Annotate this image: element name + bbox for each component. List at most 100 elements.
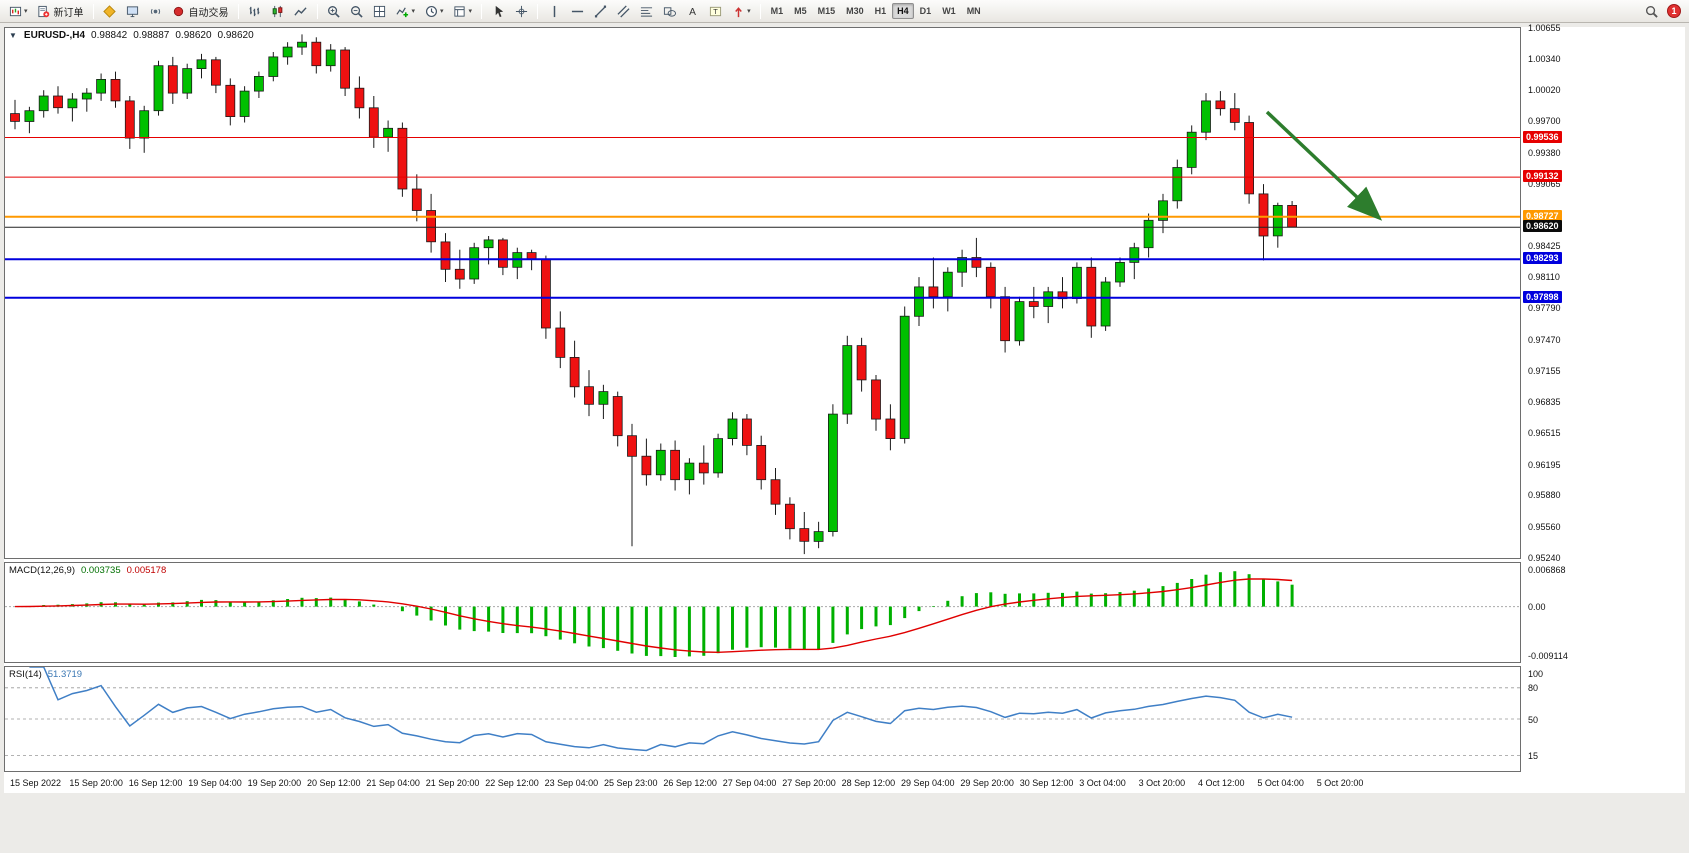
favorites-button[interactable]	[99, 2, 121, 21]
time-axis-label: 16 Sep 12:00	[128, 778, 183, 788]
channel-button[interactable]	[612, 2, 634, 21]
time-axis-label: 15 Sep 2022	[10, 778, 62, 788]
notification-badge: 1	[1667, 4, 1681, 18]
notifications-button[interactable]: 1	[1663, 2, 1685, 21]
cursor-button[interactable]	[487, 2, 509, 21]
search-button[interactable]	[1640, 2, 1662, 21]
price-axis-label: 0.99700	[1528, 116, 1561, 127]
price-axis-label: 1.00340	[1528, 53, 1561, 64]
vertical-line-button[interactable]	[543, 2, 565, 21]
macd-canvas	[5, 571, 1520, 657]
text-label-button[interactable]: T	[704, 2, 726, 21]
timeframe-w1[interactable]: W1	[942, 6, 956, 16]
shapes-button[interactable]	[658, 2, 680, 21]
chevron-down-icon: ▾	[468, 8, 473, 15]
price-chart-panel[interactable]: ▼ EURUSD-,H4 0.98842 0.98887 0.98620 0.9…	[4, 27, 1521, 559]
time-axis-label: 3 Oct 04:00	[1079, 778, 1126, 788]
macd-axis-label: -0.009114	[1528, 651, 1568, 661]
ohlc-close: 0.98620	[217, 30, 254, 41]
fibonacci-button[interactable]	[635, 2, 657, 21]
timeframe-d1[interactable]: D1	[919, 6, 932, 16]
chart-list-button[interactable]	[122, 2, 144, 21]
autotrade-status-label: 自动交易	[188, 7, 229, 19]
toolbar-separator	[237, 3, 239, 19]
time-axis-label: 20 Sep 12:00	[307, 778, 361, 788]
toolbar-separator	[92, 3, 94, 19]
tile-windows-icon	[373, 4, 387, 18]
channel-icon	[616, 4, 630, 18]
time-scale[interactable]: 15 Sep 2022 15 Sep 20:00 16 Sep 12:00 19 Se…	[4, 775, 1521, 792]
one-click-trading-toggle[interactable]: ▼	[9, 31, 17, 40]
periods-button[interactable]: ▾	[420, 2, 448, 21]
timeframe-m1[interactable]: M1	[770, 6, 784, 16]
macd-indicator-panel[interactable]: MACD(12,26,9) 0.003735 0.005178	[4, 562, 1521, 663]
macd-title: MACD(12,26,9)	[9, 565, 75, 576]
crosshair-button[interactable]	[510, 2, 532, 21]
ohlc-low: 0.98620	[175, 30, 212, 41]
timeframe-h1[interactable]: H1	[874, 6, 887, 16]
search-icon	[1644, 4, 1658, 18]
main-toolbar: ▾ 新订单 自动交易 ▾ ▾ ▾ A T ▾ M1 M5 M15 M30 H1 H4 D1 W1 MN 1	[0, 0, 1689, 23]
cursor-icon	[491, 4, 505, 18]
chevron-down-icon: ▾	[411, 8, 416, 15]
time-axis-label: 23 Sep 04:00	[544, 778, 599, 788]
text-icon: A	[685, 4, 699, 18]
indicators-button[interactable]: ▾	[392, 2, 420, 21]
candles-layer	[10, 34, 1297, 555]
line-chart-button[interactable]	[290, 2, 312, 21]
price-scale[interactable]: 1.00655 1.00340 1.00020 0.99700 0.99380 0.990…	[1522, 23, 1685, 793]
macd-histogram	[27, 571, 1294, 657]
chevron-down-icon: ▾	[440, 8, 444, 15]
tile-windows-button[interactable]	[369, 2, 391, 21]
chevron-down-icon: ▾	[747, 8, 751, 15]
toolbar-separator	[759, 3, 761, 19]
timeframe-m5[interactable]: M5	[794, 6, 807, 16]
rsi-legend: RSI(14) 51.3719	[9, 669, 82, 680]
zoom-out-button[interactable]	[346, 2, 368, 21]
current-price-tag: 0.98620	[1523, 220, 1562, 233]
macd-signal-value: 0.005178	[126, 565, 167, 576]
trendline-button[interactable]	[589, 2, 611, 21]
price-level-tag: 0.99536	[1523, 130, 1562, 143]
macd-axis-label: 0.006868	[1528, 565, 1566, 575]
zoom-out-icon	[350, 4, 364, 18]
fibonacci-icon	[639, 4, 653, 18]
timeframe-m15[interactable]: M15	[817, 6, 836, 16]
time-axis-label: 21 Sep 20:00	[425, 778, 480, 788]
candlestick-chart-button[interactable]	[267, 2, 289, 21]
svg-text:A: A	[689, 7, 696, 18]
templates-icon	[453, 4, 467, 18]
rsi-indicator-panel[interactable]: RSI(14) 51.3719	[4, 666, 1521, 772]
bar-chart-button[interactable]	[244, 2, 266, 21]
toolbar-separator	[316, 3, 318, 19]
timeframe-h4[interactable]: H4	[892, 3, 914, 19]
new-order-button[interactable]: 新订单	[33, 2, 88, 21]
symbol-period-label: EURUSD-,H4	[23, 30, 86, 41]
horizontal-line-button[interactable]	[566, 2, 588, 21]
price-level-tag: 0.99132	[1523, 170, 1562, 183]
sound-button[interactable]	[145, 2, 167, 21]
time-axis-label: 25 Sep 23:00	[604, 778, 658, 788]
price-axis-label: 0.95240	[1528, 553, 1561, 563]
indicators-icon	[396, 4, 410, 18]
zoom-in-button[interactable]	[323, 2, 345, 21]
arrows-button[interactable]: ▾	[727, 2, 755, 21]
trend-arrow-annotation[interactable]	[1265, 110, 1383, 221]
time-axis-label: 29 Sep 04:00	[901, 778, 955, 788]
time-axis-label: 5 Oct 04:00	[1257, 778, 1304, 788]
chart-window: ▼ EURUSD-,H4 0.98842 0.98887 0.98620 0.9…	[4, 23, 1685, 793]
time-axis-label: 5 Oct 20:00	[1316, 778, 1364, 788]
ohlc-high: 0.98887	[133, 30, 170, 41]
toolbar-separator	[481, 3, 483, 19]
rsi-axis-label: 15	[1528, 750, 1539, 761]
timeframe-m30[interactable]: M30	[846, 6, 864, 16]
price-axis-label: 0.95880	[1528, 490, 1561, 501]
timeframe-mn[interactable]: MN	[966, 6, 981, 16]
price-axis-label: 0.98110	[1528, 272, 1560, 283]
autotrade-status-button[interactable]: 自动交易	[168, 2, 233, 21]
text-button[interactable]: A	[681, 2, 703, 21]
chart-window-button[interactable]: ▾	[4, 2, 32, 21]
templates-button[interactable]: ▾	[449, 2, 477, 21]
svg-text:T: T	[713, 6, 718, 15]
price-chart-canvas	[5, 34, 1520, 555]
